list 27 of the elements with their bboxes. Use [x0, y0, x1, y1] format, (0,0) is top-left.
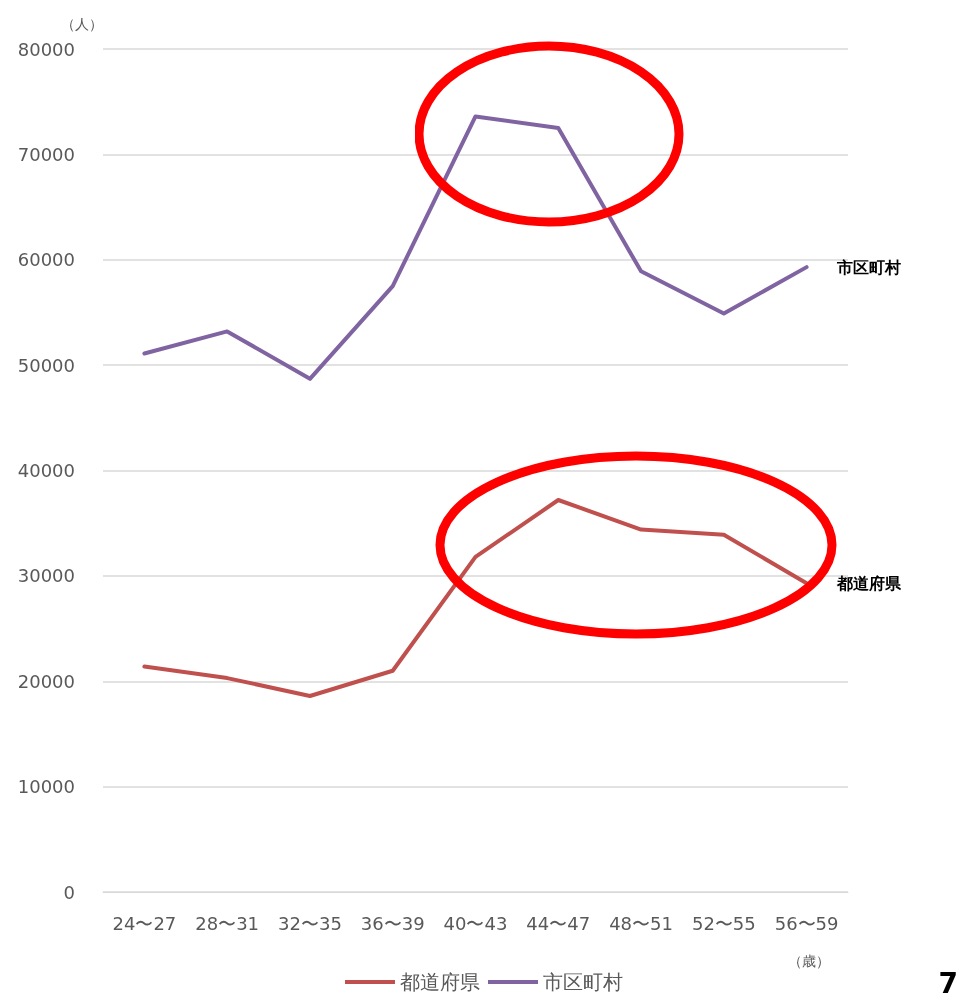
x-tick-label: 28〜31 [195, 912, 260, 934]
y-tick-label: 0 [63, 881, 75, 903]
y-tick-label: 80000 [17, 38, 75, 60]
y-tick-label: 50000 [17, 354, 75, 376]
x-tick-label: 24〜27 [112, 912, 177, 934]
text: 市区町村 [836, 257, 901, 277]
legend-label: 市区町村 [543, 970, 623, 994]
x-tick-label: 40〜43 [443, 912, 508, 934]
y-tick-label: 10000 [17, 776, 75, 798]
y-tick-label: 70000 [17, 143, 75, 165]
text: 7 [938, 966, 958, 1000]
line-series [142, 498, 809, 698]
x-tick-label: 44〜47 [526, 912, 591, 934]
x-tick-label: 36〜39 [360, 912, 425, 934]
x-tick-label: 52〜55 [691, 912, 756, 934]
x-axis-title: （歳） [788, 953, 830, 969]
y-tick-label: 60000 [17, 249, 75, 271]
y-tick-label: 30000 [17, 565, 75, 587]
y-axis-title: （人） [61, 16, 103, 32]
x-tick-label: 32〜35 [278, 912, 342, 934]
text: 都道府県 [836, 573, 901, 593]
x-tick-label: 56〜59 [774, 912, 839, 934]
y-tick-label: 20000 [17, 670, 75, 692]
legend-label: 都道府県 [400, 970, 480, 994]
x-tick-label: 48〜51 [609, 912, 673, 934]
line-series [142, 114, 809, 381]
y-tick-label: 40000 [17, 460, 75, 481]
